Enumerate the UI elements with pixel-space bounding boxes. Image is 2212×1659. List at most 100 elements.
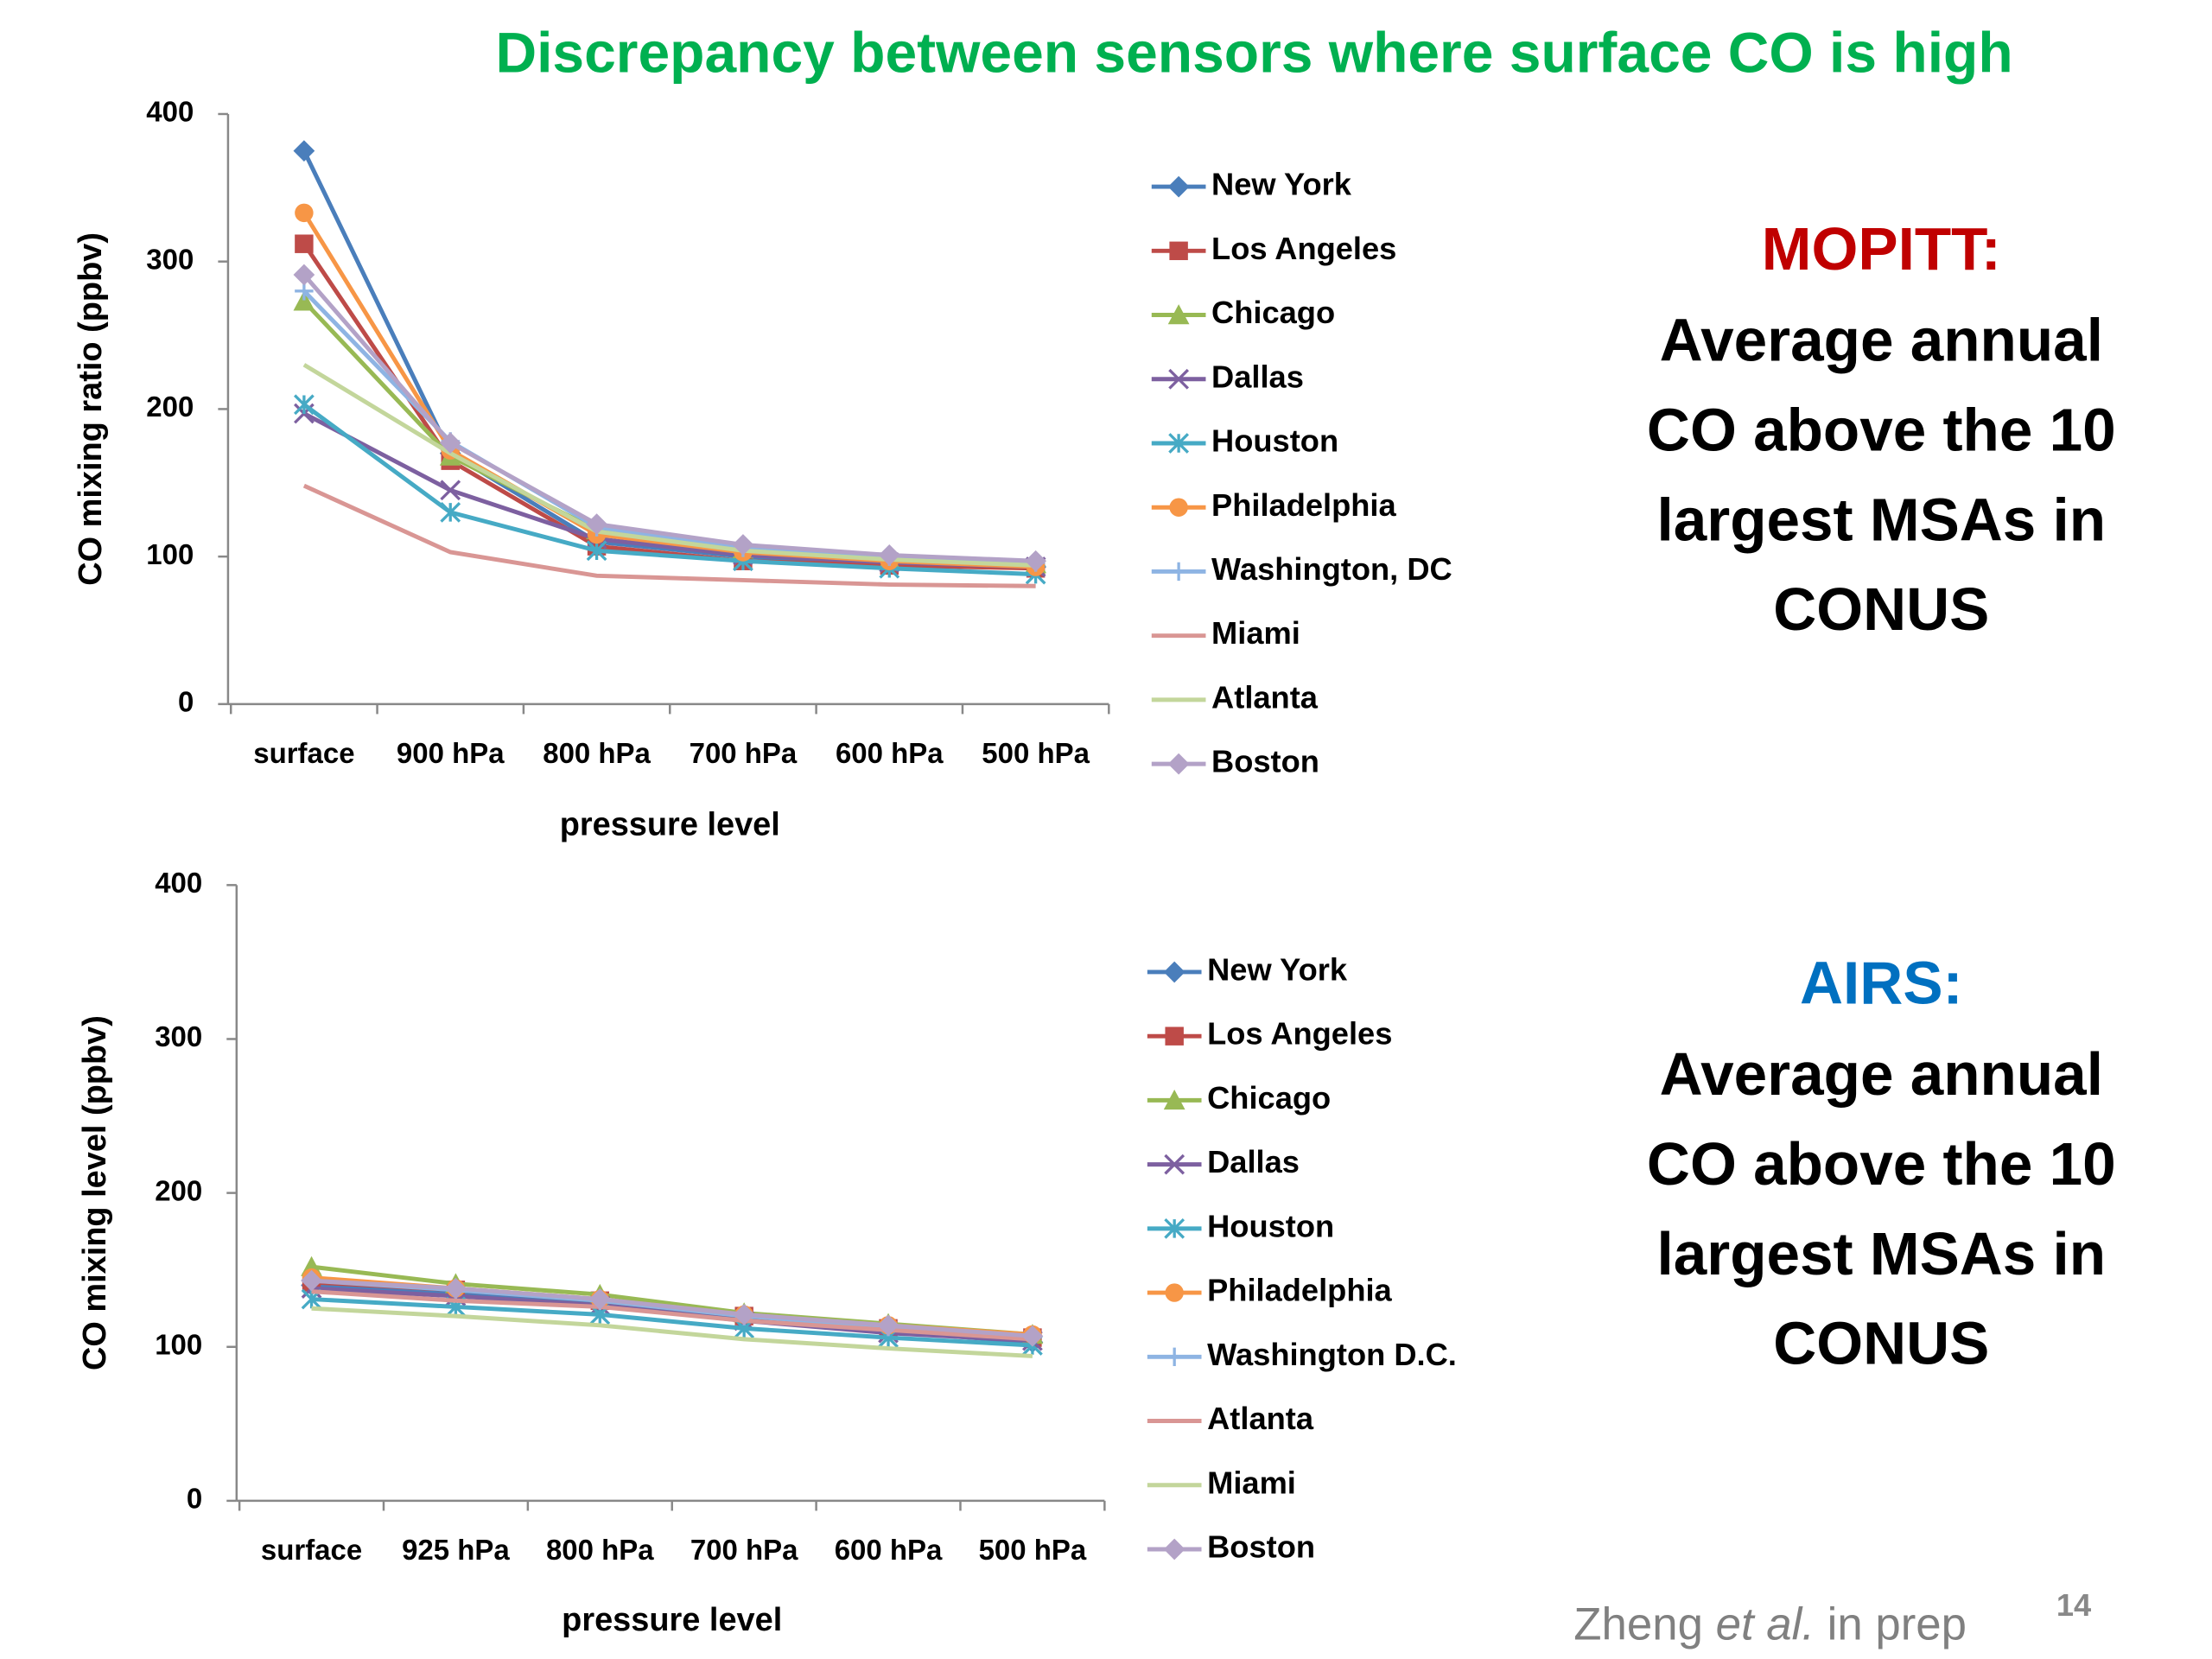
legend-label: Houston [1211,423,1338,459]
x-tick-label: 600 hPa [835,1534,943,1566]
marker [877,1314,899,1337]
legend-label: Atlanta [1211,679,1319,715]
marker [1167,175,1190,198]
page-number: 14 [2056,1587,2091,1623]
marker [1164,1154,1185,1175]
legend-label: Dallas [1211,359,1304,394]
legend-label: New York [1211,167,1352,202]
panel-text: Average annual [1660,306,2103,373]
chart: 0 100 200 300 400 surface 900 hPa 800 hPa 700 hP… [73,96,1452,843]
marker [301,1269,322,1292]
x-tick-label: surface [261,1534,362,1566]
marker [295,234,314,253]
series-line [302,289,1036,565]
marker [586,540,607,562]
y-tick-label: 200 [155,1174,202,1206]
slide-title: Discrepancy between sensors where surfac… [495,20,2012,84]
marker [1163,961,1185,983]
marker [440,480,461,501]
legend-label: Los Angeles [1211,231,1396,266]
y-tick-label: 400 [146,96,194,128]
legend-label: Washington, DC [1211,551,1452,587]
panel-heading: MOPITT: [1762,215,2001,283]
legend-label: New York [1207,952,1348,988]
legend-label: Miami [1207,1465,1296,1500]
y-tick-label: 100 [146,538,194,570]
legend-label: Chicago [1211,295,1335,330]
series-line [311,1289,1033,1342]
series-line [302,403,1036,577]
marker [1163,1538,1185,1560]
citation-text: Zheng [1573,1599,1715,1650]
panel-heading: AIRS: [1800,949,1963,1016]
series-line [302,483,1036,588]
panel-text: CONUS [1773,1310,1989,1377]
marker [1165,1283,1184,1302]
legend-label: Atlanta [1207,1401,1314,1436]
y-tick-label: 100 [155,1328,202,1360]
legend-label: Boston [1211,744,1319,779]
legend-label: Houston [1207,1208,1334,1243]
marker [295,203,314,223]
marker [1169,498,1188,517]
marker [1021,1325,1044,1347]
x-tick-label: surface [253,737,354,769]
x-tick-label: 500 hPa [982,737,1090,769]
marker [1165,1027,1184,1046]
x-axis-title: pressure level [560,807,780,843]
x-tick-label: 800 hPa [543,737,651,769]
series-line [311,1278,1033,1338]
chart: 0 100 200 300 400 surface 925 hPa 800 hPa 700 hP… [77,867,1457,1638]
series-line [302,363,1036,568]
y-tick-label: 0 [187,1483,202,1515]
marker [1168,433,1190,454]
legend-label: Philadelphia [1211,487,1396,523]
y-axis-title: CO mixing ratio (ppbv) [73,232,109,586]
x-tick-label: 900 hPa [397,737,505,769]
marker [1167,753,1190,775]
marker [1167,304,1190,325]
marker [732,534,754,556]
marker [440,502,461,523]
x-tick-label: 925 hPa [402,1534,510,1566]
marker [1164,1217,1185,1239]
y-tick-label: 0 [178,686,194,718]
series-line [302,212,1036,569]
x-tick-label: 800 hPa [546,1534,654,1566]
legend-label: Los Angeles [1207,1016,1392,1052]
marker [293,290,315,311]
legend-label: Washington D.C. [1207,1337,1457,1372]
citation-text: in prep [1815,1599,1967,1650]
panel-text: CO above the 10 [1647,396,2116,463]
legend-label: Philadelphia [1207,1273,1392,1308]
marker [1168,368,1190,390]
y-tick-label: 400 [155,867,202,899]
series-line [302,149,1036,569]
x-tick-label: 500 hPa [979,1534,1087,1566]
x-tick-label: 700 hPa [690,737,798,769]
x-axis-title: pressure level [562,1602,782,1638]
panel-text: largest MSAs in [1656,1220,2106,1287]
marker [294,394,315,416]
series-line [302,242,1036,571]
x-tick-label: 700 hPa [690,1534,798,1566]
citation-text: et al. [1716,1599,1815,1650]
panel-text: largest MSAs in [1656,486,2106,553]
marker [293,264,315,286]
y-axis-title: CO mixing level (ppbv) [77,1015,113,1370]
x-tick-label: 600 hPa [836,737,944,769]
marker [1163,1090,1185,1110]
series-line [302,273,1036,563]
citation: Zheng et al. in prep [1573,1599,1967,1650]
legend-label: Boston [1207,1529,1315,1565]
panel-text: CONUS [1773,575,1989,643]
marker [1165,1347,1184,1367]
legend-label: Miami [1211,615,1300,651]
y-tick-label: 300 [155,1020,202,1052]
marker [1169,562,1188,582]
series-line [311,1297,1033,1348]
marker [1169,241,1188,261]
panel-text: CO above the 10 [1647,1130,2116,1198]
